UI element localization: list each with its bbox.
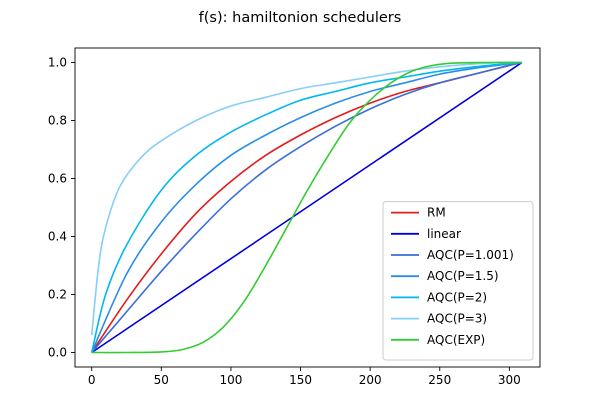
axes-frame	[74, 47, 541, 368]
legend-label-0: RM	[427, 206, 446, 220]
legend-label-3: AQC(P=1.5)	[427, 269, 499, 283]
legend-label-1: linear	[427, 227, 461, 241]
series-line-2	[91, 61, 523, 354]
y-tick-label: 0.6	[48, 172, 67, 186]
legend-box	[382, 201, 534, 361]
x-tick-label: 50	[154, 373, 169, 387]
legend: RM linear AQC(P=1.001) AQC(P=1.5) AQC(P=2) AQ…	[382, 201, 534, 361]
series-line-1	[91, 61, 523, 354]
y-tick-label: 0.0	[48, 346, 67, 360]
x-tick-label: 300	[498, 373, 521, 387]
series-line-6	[91, 61, 522, 354]
legend-label-5: AQC(P=3)	[427, 312, 487, 326]
series-line-4	[90, 61, 522, 353]
y-tick-label: 0.4	[48, 230, 67, 244]
y-tick-label: 1.0	[48, 56, 67, 70]
series-layer	[90, 61, 523, 354]
x-tick-label: 250	[428, 373, 451, 387]
axes-layer: 0 50 100 150 200 250 300 0.0 0.2 0.4 0.6 0.8 1.0	[48, 47, 541, 387]
x-tick-label: 0	[88, 373, 96, 387]
y-tick-label: 0.2	[48, 288, 67, 302]
chart-title: f(s): hamiltonion schedulers	[199, 10, 402, 26]
series-line-3	[90, 61, 522, 353]
legend-label-2: AQC(P=1.001)	[427, 248, 514, 262]
series-line-5	[90, 61, 522, 336]
legend-label-6: AQC(EXP)	[427, 333, 485, 347]
x-tick-label: 150	[289, 373, 312, 387]
x-tick-label: 100	[219, 373, 242, 387]
legend-label-4: AQC(P=2)	[427, 290, 487, 304]
y-tick-label: 0.8	[48, 114, 67, 128]
x-tick-label: 200	[359, 373, 382, 387]
